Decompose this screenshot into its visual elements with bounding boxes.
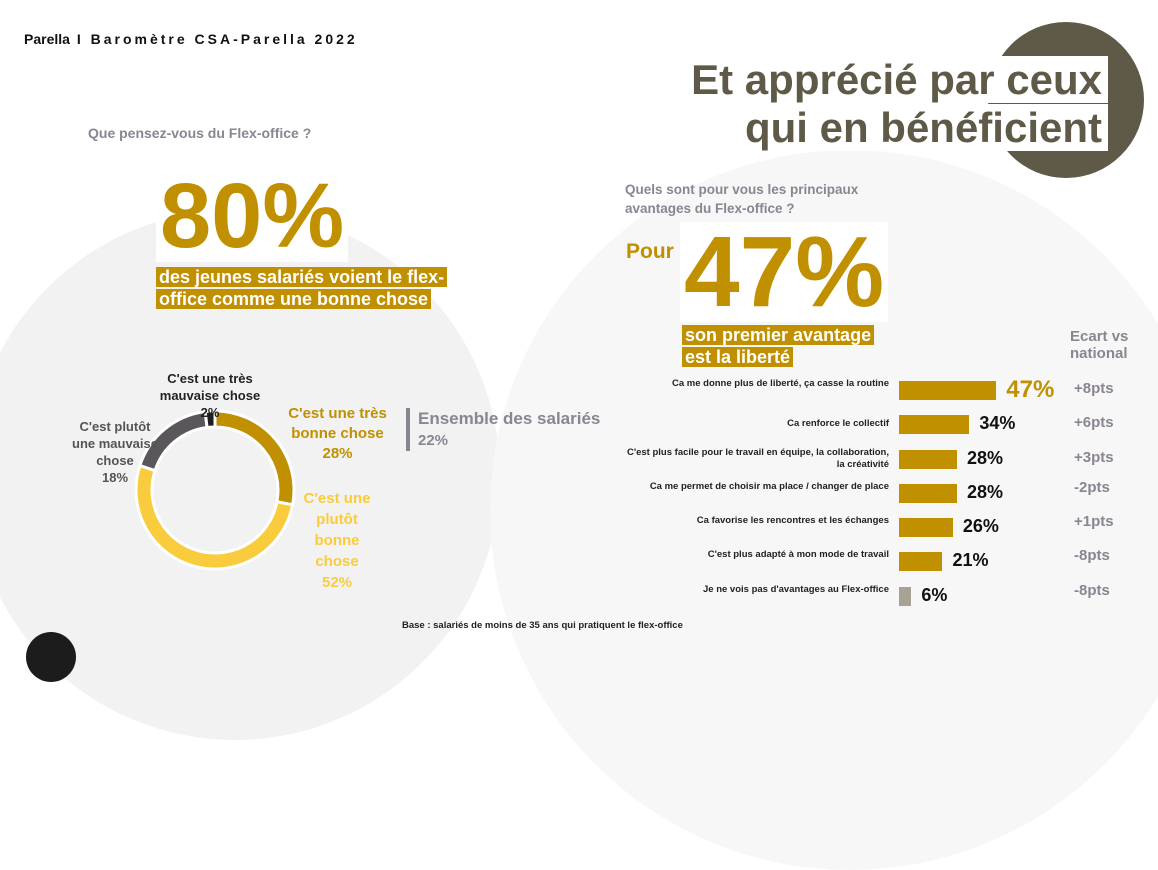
slice-label: C'est une très bonne chose 28% bbox=[280, 404, 395, 464]
brand: Parella bbox=[24, 31, 70, 47]
ensemble-label: Ensemble des salariés bbox=[418, 409, 601, 428]
bar-value: 47% bbox=[1006, 376, 1055, 403]
right-question: Quels sont pour vous les principaux avan… bbox=[625, 182, 859, 216]
ecart-value: +3pts bbox=[1074, 449, 1114, 466]
caption-line: des jeunes salariés voient le flex- bbox=[156, 267, 448, 287]
bar bbox=[899, 518, 953, 537]
slice-name: C'est une très bonne chose bbox=[288, 405, 387, 442]
slice-name: C'est une plutôt bonne chose bbox=[303, 490, 371, 570]
big-stat: 47% bbox=[680, 222, 889, 322]
ecart-value: +1pts bbox=[1074, 513, 1114, 530]
bar-label: Je ne vois pas d'avantages au Flex-offic… bbox=[703, 584, 889, 595]
ecart-value: -8pts bbox=[1074, 582, 1110, 599]
slice-name: C'est une très mauvaise chose bbox=[159, 371, 261, 403]
donut-chart bbox=[134, 409, 296, 571]
decorative-circle bbox=[26, 632, 76, 682]
donut-slice bbox=[203, 409, 217, 430]
slice-label: C'est une très mauvaise chose 2% bbox=[150, 370, 270, 421]
ecart-value: +8pts bbox=[1074, 380, 1114, 397]
bar bbox=[899, 484, 957, 503]
bar-value: 6% bbox=[921, 585, 948, 605]
ecart-value: +6pts bbox=[1074, 414, 1114, 431]
slice-value: 18% bbox=[101, 470, 129, 485]
page-title: Et apprécié par ceux qui en bénéficient bbox=[685, 56, 1108, 152]
bar-value: 28% bbox=[966, 448, 1003, 468]
footer-base: Base : salariés de moins de 35 ans qui p… bbox=[402, 620, 683, 631]
big-stat: 80% bbox=[156, 170, 349, 262]
slice-name: C'est plutôt une mauvaise chose bbox=[72, 419, 158, 468]
stat-caption: son premier avantage est la liberté bbox=[682, 325, 942, 369]
header: Parella I Baromètre CSA-Parella 2022 bbox=[24, 31, 358, 47]
slice-value: 2% bbox=[200, 405, 220, 420]
caption-line: son premier avantage bbox=[682, 325, 875, 345]
stat-caption: des jeunes salariés voient le flex-offic… bbox=[156, 267, 456, 311]
bar-value: 26% bbox=[962, 516, 999, 536]
pour-label: Pour bbox=[626, 240, 674, 263]
slice-label: C'est une plutôt bonne chose 52% bbox=[292, 488, 382, 593]
bar-label: Ca me donne plus de liberté, ça casse la… bbox=[672, 378, 889, 389]
bar-label: C'est plus adapté à mon mode de travail bbox=[707, 549, 889, 560]
bar bbox=[899, 450, 957, 469]
bar bbox=[899, 381, 997, 400]
title-line: qui en bénéficient bbox=[738, 104, 1108, 151]
left-question: Que pensez-vous du Flex-office ? bbox=[88, 125, 312, 141]
ecart-value: -8pts bbox=[1074, 547, 1110, 564]
ensemble-stat: Ensemble des salariés 22% bbox=[406, 408, 600, 451]
ecart-header: Ecart vs national bbox=[1070, 328, 1129, 362]
header-title: I Baromètre CSA-Parella 2022 bbox=[76, 31, 358, 47]
caption-line: office comme une bonne chose bbox=[156, 289, 432, 309]
bar-label: C'est plus facile pour le travail en équ… bbox=[627, 447, 889, 470]
bar bbox=[899, 415, 970, 434]
bar-label: Ca favorise les rencontres et les échang… bbox=[696, 515, 889, 526]
slice-label: C'est plutôt une mauvaise chose 18% bbox=[70, 418, 160, 486]
ensemble-value: 22% bbox=[418, 432, 449, 449]
bar-value: 28% bbox=[966, 482, 1003, 502]
bar bbox=[899, 587, 912, 606]
ecart-value: -2pts bbox=[1074, 479, 1110, 496]
slice-value: 52% bbox=[321, 574, 353, 591]
caption-line: est la liberté bbox=[682, 347, 794, 367]
bar-value: 34% bbox=[979, 413, 1016, 433]
bar-label: Ca me permet de choisir ma place / chang… bbox=[649, 481, 889, 492]
slice-value: 28% bbox=[322, 445, 353, 462]
bar-label: Ca renforce le collectif bbox=[787, 418, 889, 429]
bar bbox=[899, 552, 943, 571]
bar-value: 21% bbox=[952, 550, 989, 570]
title-line: Et apprécié par ceux bbox=[685, 56, 1108, 103]
